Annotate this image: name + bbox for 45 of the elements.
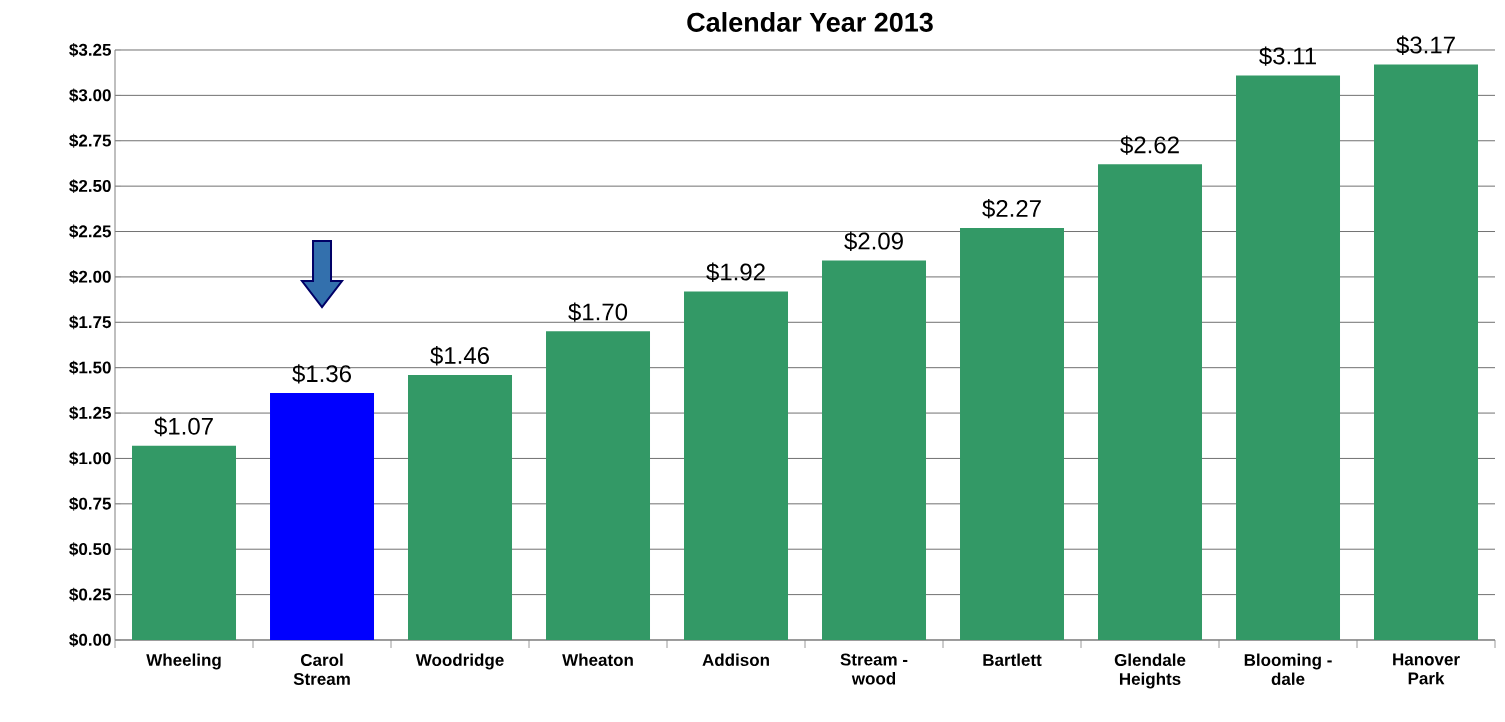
y-tick-label: $0.00: [69, 633, 111, 647]
y-tick-label: $1.00: [69, 451, 111, 466]
y-tick-label: $0.25: [69, 587, 111, 602]
x-tick-label: Bartlett: [983, 653, 1042, 667]
bar: [1098, 164, 1203, 640]
data-label: $2.27: [982, 198, 1041, 219]
bar: [822, 260, 927, 640]
y-tick-label: $1.50: [69, 360, 111, 375]
y-tick-label: $1.75: [69, 315, 111, 330]
data-label: $2.09: [844, 231, 903, 252]
x-tick-label: Glendale Heights: [1114, 653, 1186, 689]
data-label: $1.07: [154, 416, 213, 437]
data-label: $1.36: [292, 364, 351, 384]
y-tick-label: $2.75: [69, 133, 111, 148]
x-tick-label: Stream - wood: [840, 653, 908, 685]
data-label: $1.70: [568, 302, 628, 322]
x-tick-label: Wheeling: [146, 653, 221, 670]
bar: [132, 445, 237, 640]
y-tick-label: $2.50: [69, 179, 111, 194]
bar: [960, 227, 1065, 640]
data-label: $2.62: [1120, 135, 1179, 155]
bar: [684, 291, 789, 640]
x-tick-label: Carol Stream: [293, 653, 350, 686]
chart-title: Calendar Year 2013: [687, 12, 933, 32]
x-tick-label: Woodridge: [415, 653, 504, 670]
data-label: $1.92: [706, 262, 765, 282]
y-tick-label: $2.00: [69, 269, 111, 284]
data-label: $3.17: [1396, 35, 1455, 55]
bar: [1236, 75, 1341, 640]
y-tick-label: $3.00: [69, 88, 111, 103]
y-tick-label: $3.25: [69, 43, 111, 57]
bar: [546, 331, 651, 640]
data-label: $3.11: [1259, 46, 1316, 66]
bar: [270, 393, 375, 640]
x-tick-label: Wheaton: [562, 653, 633, 667]
x-tick-label: Blooming - dale: [1244, 653, 1332, 686]
bar: [1374, 64, 1479, 640]
y-tick-label: $0.50: [69, 542, 111, 557]
data-label: $1.46: [430, 345, 489, 366]
y-tick-label: $0.75: [69, 496, 111, 511]
x-tick-label: Addison: [702, 653, 769, 667]
y-tick-label: $2.25: [69, 224, 111, 239]
y-tick-label: $1.25: [69, 406, 111, 420]
x-tick-label: Hanover Park: [1393, 653, 1460, 685]
bar: [408, 374, 513, 640]
